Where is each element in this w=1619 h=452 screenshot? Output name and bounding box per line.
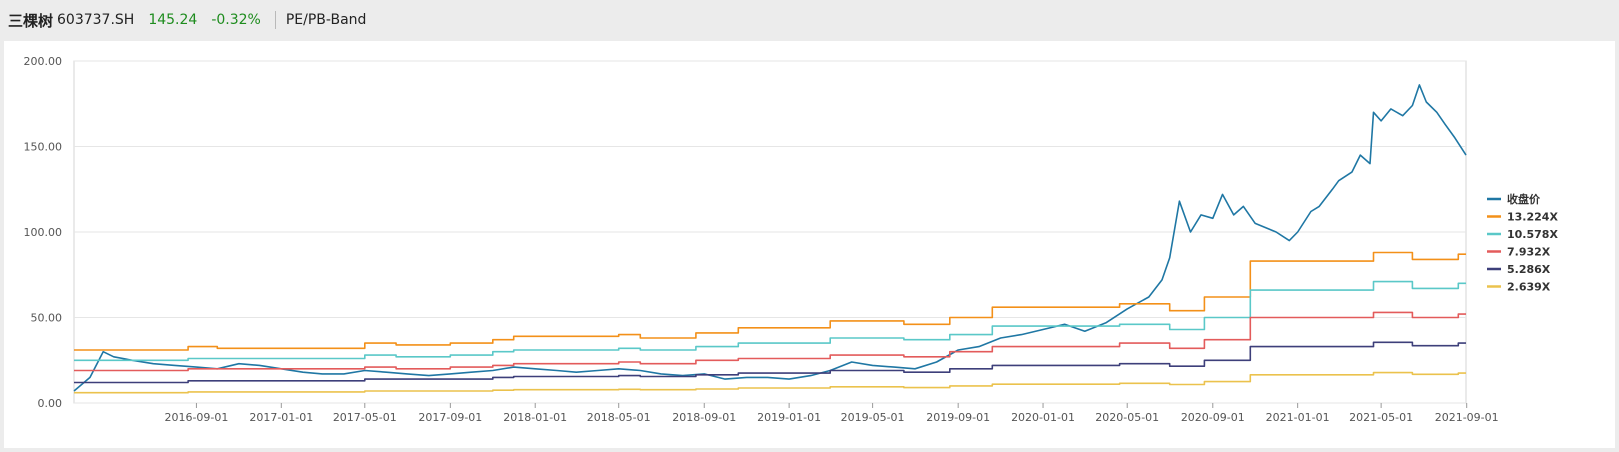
legend-label: 5.286X: [1507, 263, 1551, 276]
x-tick-label: 2020-09-01: [1181, 411, 1245, 424]
legend-item[interactable]: 10.578X: [1487, 228, 1558, 241]
x-tick-label: 2021-01-01: [1266, 411, 1330, 424]
grid-lines: [73, 60, 1467, 404]
x-tick-label: 2018-05-01: [587, 411, 651, 424]
x-tick-label: 2020-05-01: [1095, 411, 1159, 424]
legend-label: 10.578X: [1507, 228, 1558, 241]
y-tick-label: 150.00: [24, 141, 63, 154]
legend-label: 13.224X: [1507, 211, 1558, 224]
x-tick-label: 2021-09-01: [1435, 411, 1499, 424]
chart-panel: 0.00 50.00 100.00 150.00 200.00 2016-09-01 201…: [4, 41, 1615, 448]
axes: 0.00 50.00 100.00 150.00 200.00 2016-09-01 201…: [24, 55, 1499, 424]
stock-price: 145.24: [148, 12, 198, 28]
x-tick-label: 2017-09-01: [418, 411, 482, 424]
stock-header: 三棵树 603737.SH 145.24 -0.32% PE/PB-Band: [0, 0, 1619, 40]
stock-code: 603737.SH: [57, 12, 135, 28]
pe-pb-band-chart: 0.00 50.00 100.00 150.00 200.00 2016-09-01 201…: [24, 55, 1559, 424]
series-layer: [73, 84, 1467, 394]
series-line-3: [74, 311, 1466, 372]
x-tick-label: 2017-01-01: [249, 411, 313, 424]
legend-item[interactable]: 5.286X: [1487, 263, 1551, 276]
y-tick-label: 0.00: [38, 397, 63, 410]
legend-item[interactable]: 7.932X: [1487, 246, 1551, 259]
x-tick-label: 2018-01-01: [503, 411, 567, 424]
x-tick-label: 2021-05-01: [1349, 411, 1413, 424]
x-tick-label: 2019-01-01: [757, 411, 821, 424]
legend-label: 7.932X: [1507, 246, 1551, 259]
x-tick-label: 2016-09-01: [164, 411, 228, 424]
stock-change-pct: -0.32%: [211, 12, 261, 28]
series-line-5: [74, 371, 1466, 394]
legend-label: 收盘价: [1507, 192, 1541, 206]
x-tick-label: 2019-05-01: [841, 411, 905, 424]
legend-label: 2.639X: [1507, 281, 1551, 294]
legend-item[interactable]: 2.639X: [1487, 281, 1551, 294]
stock-name: 三棵树: [8, 11, 54, 30]
series-line-2: [74, 280, 1466, 362]
tab-pe-pb-band[interactable]: PE/PB-Band: [285, 12, 367, 28]
series-line-0: [73, 84, 1467, 392]
legend-item[interactable]: 13.224X: [1487, 211, 1558, 224]
x-tick-label: 2017-05-01: [333, 411, 397, 424]
x-tick-label: 2020-01-01: [1011, 411, 1075, 424]
header-divider: [274, 11, 276, 29]
x-tick-label: 2018-09-01: [672, 411, 736, 424]
y-tick-label: 200.00: [24, 55, 63, 68]
y-tick-label: 50.00: [31, 312, 63, 325]
series-line-4: [74, 341, 1466, 384]
series-line-1: [74, 251, 1466, 351]
x-tick-label: 2019-09-01: [926, 411, 990, 424]
legend[interactable]: 收盘价 13.224X 10.578X 7.932X 5.286X 2.639X: [1487, 192, 1558, 294]
legend-item[interactable]: 收盘价: [1487, 192, 1541, 206]
y-tick-label: 100.00: [24, 226, 63, 239]
